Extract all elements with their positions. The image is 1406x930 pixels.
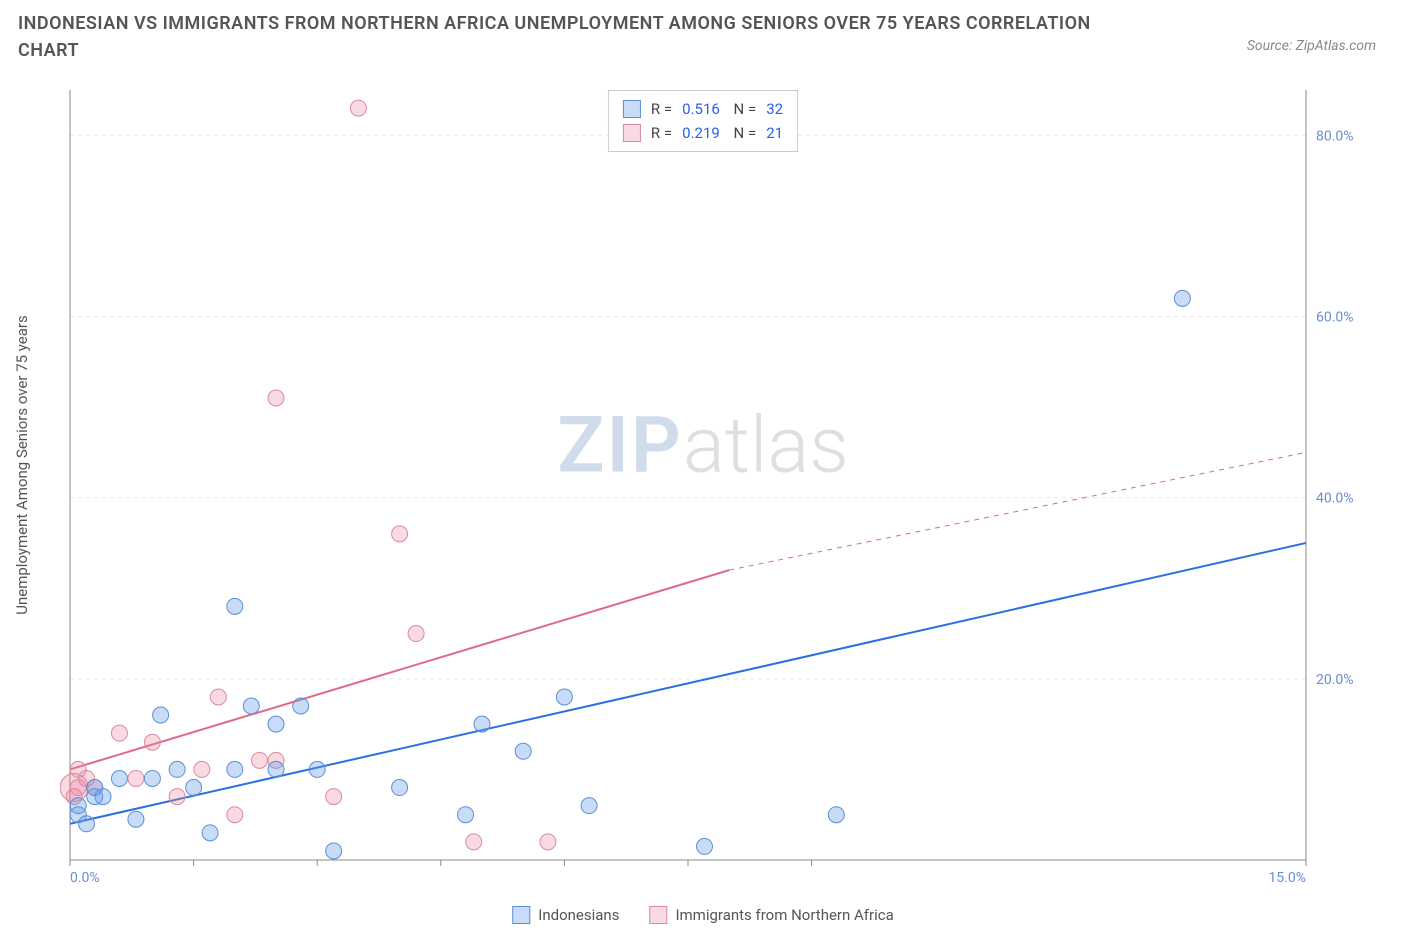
n-value-b: 21 — [766, 121, 783, 145]
stats-legend-box: R = 0.516 N = 32 R = 0.219 N = 21 — [608, 90, 798, 152]
y-axis-label: Unemployment Among Seniors over 75 years — [13, 315, 31, 614]
svg-text:40.0%: 40.0% — [1316, 491, 1354, 507]
scatter-plot-svg: 20.0% 40.0% 60.0% 80.0% 0.0% 15.0% — [60, 85, 1376, 900]
source-attribution: Source: ZipAtlas.com — [1247, 38, 1376, 54]
legend-item-a: Indonesians — [512, 906, 619, 924]
r-value-b: 0.219 — [682, 121, 720, 145]
svg-text:0.0%: 0.0% — [70, 870, 100, 886]
legend-label-b: Immigrants from Northern Africa — [675, 906, 893, 924]
svg-text:80.0%: 80.0% — [1316, 128, 1354, 144]
chart-area: 20.0% 40.0% 60.0% 80.0% 0.0% 15.0% — [60, 85, 1376, 900]
svg-text:15.0%: 15.0% — [1268, 870, 1306, 886]
legend-label-a: Indonesians — [538, 906, 619, 924]
svg-text:60.0%: 60.0% — [1316, 309, 1354, 325]
svg-text:20.0%: 20.0% — [1316, 672, 1354, 688]
swatch-series-b — [623, 124, 641, 142]
chart-title: INDONESIAN VS IMMIGRANTS FROM NORTHERN A… — [18, 10, 1118, 64]
r-value-a: 0.516 — [682, 97, 720, 121]
bottom-legend: Indonesians Immigrants from Northern Afr… — [512, 906, 894, 924]
swatch-series-b-icon — [649, 906, 667, 924]
n-value-a: 32 — [766, 97, 783, 121]
swatch-series-a-icon — [512, 906, 530, 924]
stats-row-series-b: R = 0.219 N = 21 — [623, 121, 783, 145]
swatch-series-a — [623, 100, 641, 118]
legend-item-b: Immigrants from Northern Africa — [649, 906, 893, 924]
stats-row-series-a: R = 0.516 N = 32 — [623, 97, 783, 121]
